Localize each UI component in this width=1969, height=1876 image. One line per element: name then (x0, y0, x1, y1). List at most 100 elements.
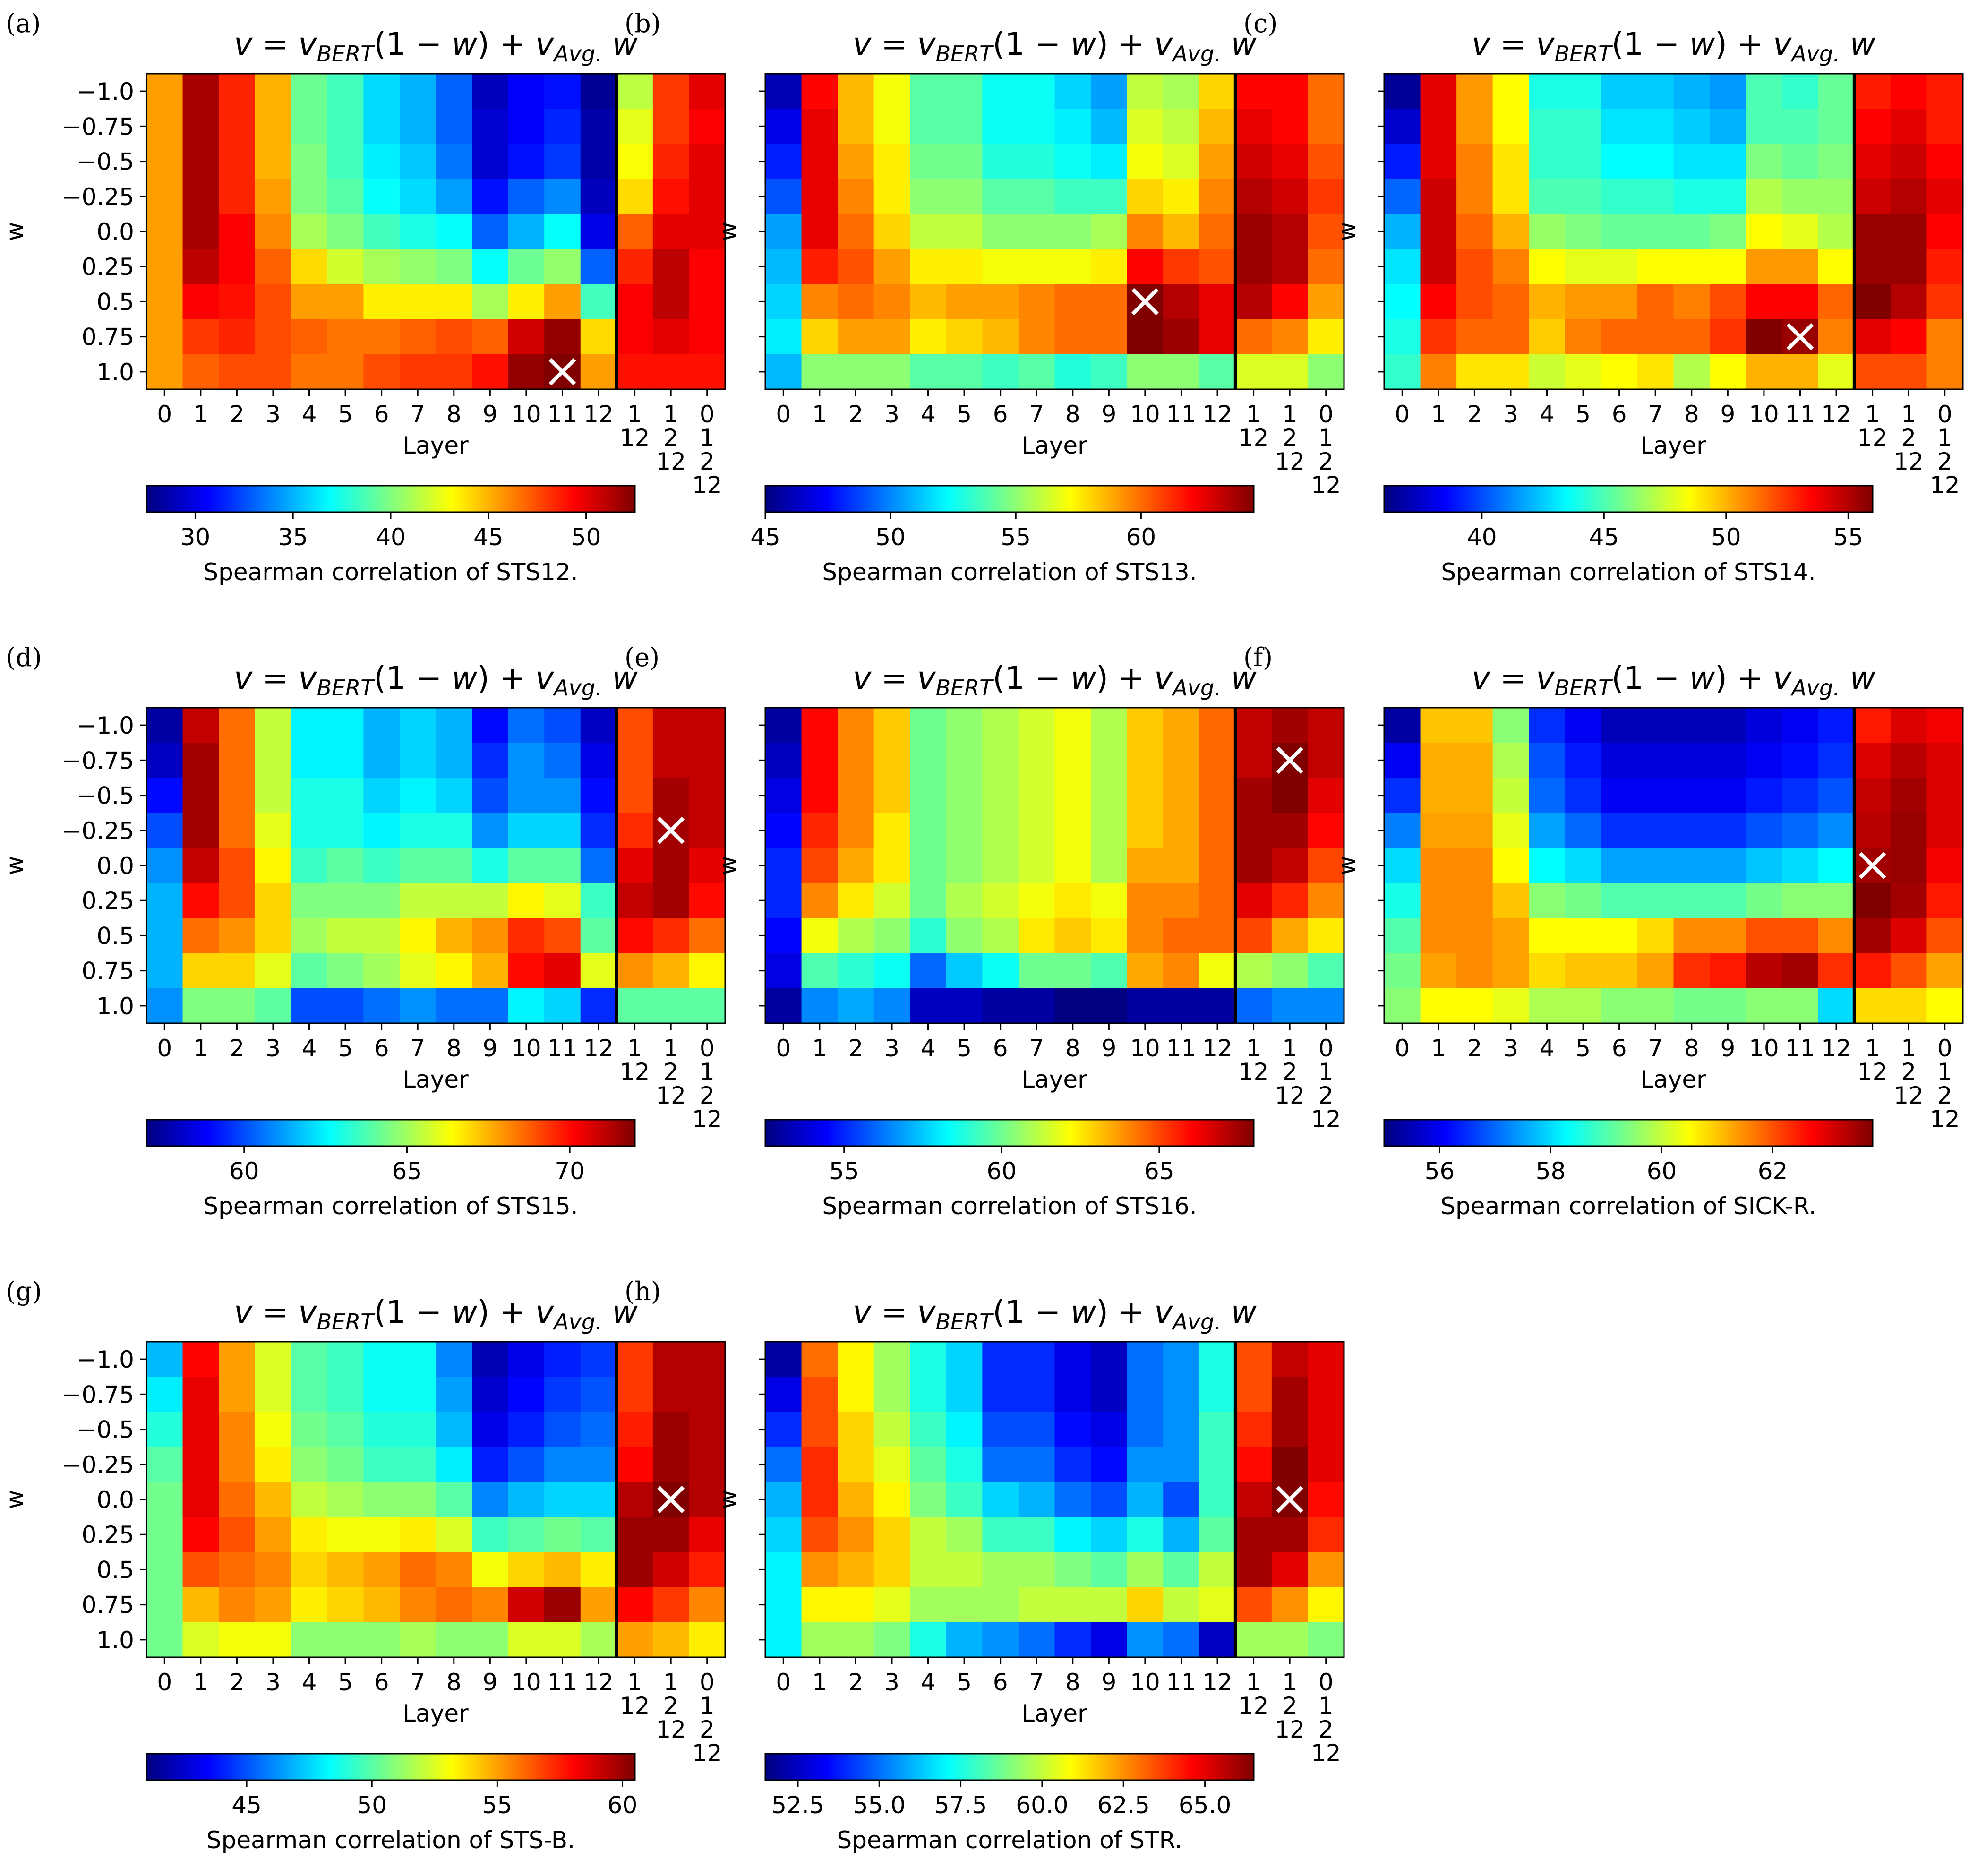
heatmap-cell (1673, 988, 1710, 1024)
heatmap-cell (1637, 109, 1674, 145)
heatmap-cell (801, 1587, 838, 1623)
x-tick-label: 5 (338, 401, 353, 428)
title-sub1: BERT (936, 1309, 995, 1335)
heatmap-cell (873, 214, 910, 249)
x-tick-label: 2 (1282, 424, 1297, 452)
heatmap-cell (982, 1447, 1019, 1482)
heatmap-cell (873, 1482, 910, 1517)
heatmap-cell (1456, 988, 1493, 1024)
heatmap-cell (946, 144, 983, 180)
heatmap-cell (801, 109, 838, 145)
heatmap-cell (1308, 1517, 1344, 1552)
heatmap-cell (1818, 109, 1855, 145)
heatmap-cell (838, 1412, 874, 1448)
heatmap-cell (1054, 1412, 1091, 1448)
heatmap-cell (873, 1517, 910, 1552)
heatmap-cell (1271, 1412, 1309, 1448)
heatmap-cell (363, 988, 400, 1024)
heatmap-cell (765, 708, 802, 743)
x-tick-label: 11 (1166, 1669, 1197, 1696)
x-tick-label: 1 (627, 1669, 642, 1696)
heatmap-cell (801, 1412, 838, 1448)
x-tick-label: 12 (620, 1058, 650, 1086)
heatmap-cell (508, 214, 545, 249)
heatmap-cell (544, 1587, 581, 1623)
title-mid: (1 − (1611, 660, 1689, 696)
x-tick-label: 7 (410, 401, 425, 428)
colorbar (764, 1753, 1255, 1781)
heatmap-cell (255, 1552, 291, 1588)
heatmap-cell (1054, 1342, 1091, 1377)
heatmap-cell (1673, 284, 1710, 320)
heatmap-cell (946, 319, 983, 355)
heatmap-cell (327, 848, 364, 883)
x-axis-label: Layer (402, 432, 469, 459)
heatmap-cell (1018, 1412, 1055, 1448)
y-tick-label: 0.75 (82, 324, 134, 351)
x-tick-label: 12 (1893, 448, 1924, 475)
heatmap-cell (508, 1622, 545, 1658)
heatmap-cell (1091, 354, 1128, 390)
colorbar-label: Spearman correlation of STS15. (203, 1192, 578, 1220)
title-rest: ) + (477, 26, 535, 62)
heatmap-cell (1235, 1412, 1272, 1448)
heatmap-cell (1127, 883, 1164, 918)
y-tick-label: −0.25 (62, 1451, 134, 1479)
heatmap-cell (1235, 354, 1272, 390)
heatmap-cell (219, 848, 256, 883)
x-tick-label: 12 (1239, 1692, 1269, 1720)
heatmap-cell (1456, 953, 1493, 989)
title-w2: w (1221, 660, 1257, 696)
heatmap-cell (1746, 848, 1782, 883)
heatmap-cell (1637, 953, 1674, 989)
heatmap-cell (472, 1552, 509, 1588)
heatmap-cell (1199, 1377, 1236, 1413)
x-tick-label: 12 (1930, 1105, 1960, 1133)
heatmap-cell (689, 179, 726, 214)
heatmap-cell (146, 1552, 183, 1588)
panel-label: (c) (1243, 9, 1277, 38)
heatmap-cell (1018, 1377, 1055, 1413)
heatmap-cell (1018, 1552, 1055, 1588)
heatmap-cell (508, 249, 545, 284)
heatmap-cell (219, 743, 256, 779)
heatmap-cell (910, 988, 947, 1024)
heatmap-cell (544, 284, 581, 320)
heatmap-cell (946, 1412, 983, 1448)
heatmap-cell (1492, 319, 1529, 355)
heatmap-cell (544, 988, 581, 1024)
x-tick-label: 2 (230, 1669, 245, 1696)
heatmap-cell (765, 249, 802, 284)
heatmap-cell (472, 813, 509, 848)
heatmap-cell (1601, 743, 1638, 779)
heatmap-cell (801, 1552, 838, 1588)
heatmap-cell (1637, 988, 1674, 1024)
heatmap-cell (146, 1517, 183, 1552)
heatmap-cell (1529, 319, 1566, 355)
heatmap-cell (363, 1377, 400, 1413)
heatmap-cell (946, 883, 983, 918)
heatmap-cell (1127, 1552, 1164, 1588)
y-axis-label: w (714, 1490, 742, 1509)
heatmap-cell (1890, 813, 1927, 848)
panel-sts13: (b)v = vBERT(1 − w) + vAvg. ww0 1 2 3 4 5 6 7 8 9… (625, 9, 1345, 586)
heatmap-cell (652, 883, 690, 918)
x-tick-label: 6 (374, 1035, 389, 1062)
panel-label: (d) (6, 642, 42, 672)
heatmap-cell (182, 708, 219, 743)
x-tick-label: 10 (511, 401, 541, 428)
heatmap-cell (544, 743, 581, 779)
heatmap-cell (801, 918, 838, 954)
panel-title: v = vBERT(1 − w) + vAvg. w (853, 26, 1257, 67)
heatmap-cell (910, 1342, 947, 1377)
x-tick-label: 1 (1937, 424, 1952, 452)
heatmap-cell (1308, 144, 1344, 180)
heatmap-cell (472, 249, 509, 284)
heatmap-cell (146, 883, 183, 918)
x-tick-label: 12 (1930, 471, 1960, 499)
title-w1: w (452, 1294, 478, 1330)
heatmap-cell (873, 883, 910, 918)
heatmap-cell (616, 778, 653, 814)
heatmap-cell (399, 284, 437, 320)
heatmap-cell (1565, 214, 1601, 249)
